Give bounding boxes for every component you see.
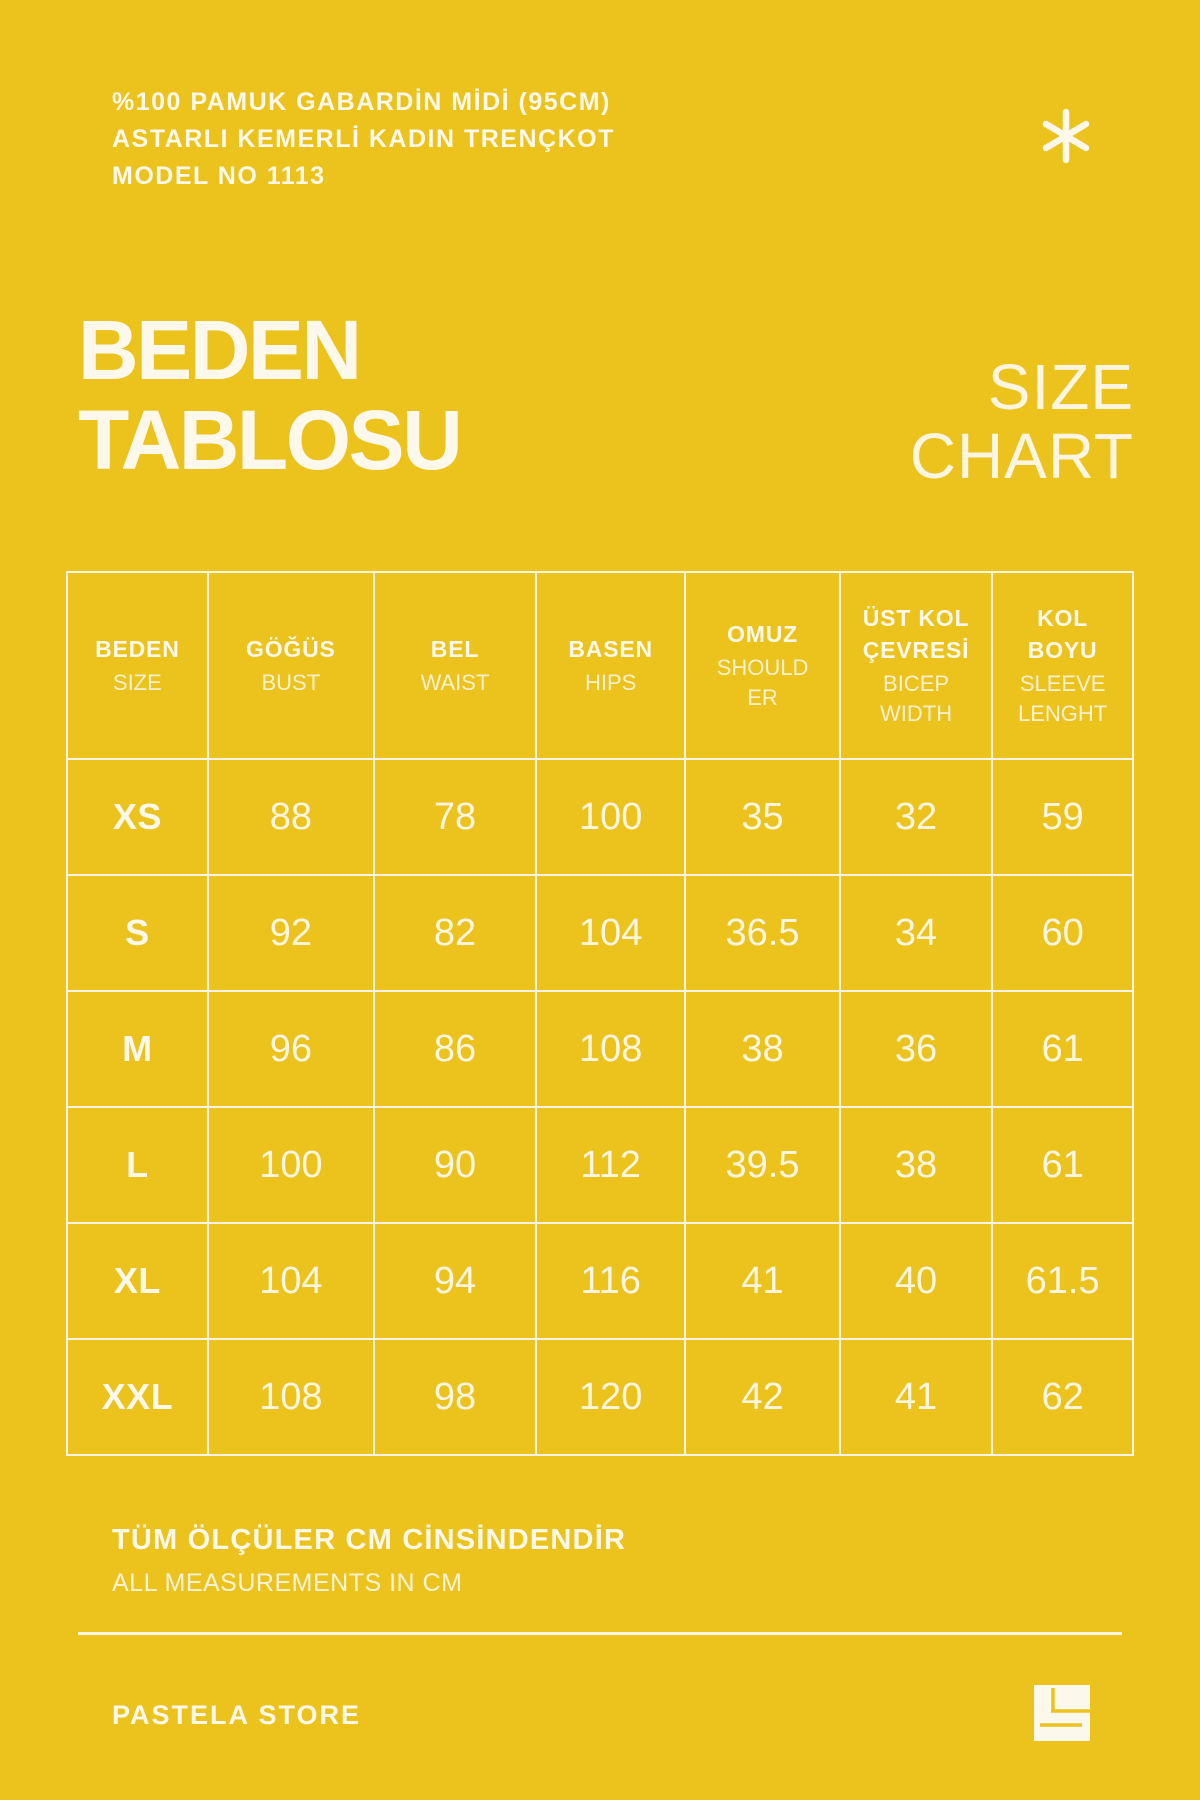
measurement-cell: 34 [838, 874, 994, 992]
column-header-basen: BASEN HIPS [535, 571, 687, 760]
title-line-2: TABLOSU [78, 393, 463, 487]
measurement-cell: 94 [372, 1222, 538, 1340]
title-row: BEDEN TABLOSU SIZE CHART [66, 305, 1134, 491]
measurement-cell: 36.5 [684, 874, 841, 992]
top-header: %100 PAMUK GABARDİN MİDİ (95CM) ASTARLI … [66, 0, 1134, 195]
measurement-cell: 41 [838, 1338, 994, 1456]
size-row-xxl: XXL 108 98 120 42 41 62 [66, 1338, 1134, 1456]
product-line-2: ASTARLI KEMERLİ KADIN TRENÇKOT [112, 125, 615, 153]
measurement-cell: 88 [206, 758, 375, 876]
size-row-s: S 92 82 104 36.5 34 60 [66, 874, 1134, 992]
measurement-cell: 32 [838, 758, 994, 876]
product-line-3: MODEL NO 1113 [112, 162, 326, 190]
size-label: XXL [66, 1338, 209, 1456]
measurement-cell: 108 [535, 990, 687, 1108]
size-label: M [66, 990, 209, 1108]
product-info: %100 PAMUK GABARDİN MİDİ (95CM) ASTARLI … [112, 84, 615, 195]
size-label: XL [66, 1222, 209, 1340]
measurement-cell: 61 [991, 990, 1134, 1108]
measurement-cell: 35 [684, 758, 841, 876]
measurement-cell: 61.5 [991, 1222, 1134, 1340]
measurement-cell: 42 [684, 1338, 841, 1456]
product-line-1: %100 PAMUK GABARDİN MİDİ (95CM) [112, 88, 611, 116]
subtitle-line-1: SIZE [987, 351, 1134, 423]
brand-row: PASTELA STORE [66, 1685, 1134, 1746]
footer-divider [78, 1632, 1122, 1635]
size-chart-subtitle: SIZE CHART [910, 353, 1134, 491]
page-title: BEDEN TABLOSU [78, 303, 463, 491]
column-header-kol-boyu: KOL BOYU SLEEVE LENGHT [991, 571, 1134, 760]
column-header-omuz: OMUZ SHOULD ER [684, 571, 841, 760]
measurement-cell: 36 [838, 990, 994, 1108]
size-table: BEDEN SIZE GÖĞÜS BUST BEL WAIST BASEN HI… [66, 571, 1134, 1456]
title-line-1: BEDEN [78, 303, 362, 397]
measurement-cell: 120 [535, 1338, 687, 1456]
size-row-l: L 100 90 112 39.5 38 61 [66, 1106, 1134, 1224]
measurement-cell: 104 [535, 874, 687, 992]
measurement-cell: 100 [535, 758, 687, 876]
units-note: TÜM ÖLÇÜLER CM CİNSİNDENDİR ALL MEASUREM… [112, 1524, 1134, 1598]
size-label: L [66, 1106, 209, 1224]
column-header-ust-kol: ÜST KOL ÇEVRESİ BICEP WIDTH [838, 571, 994, 760]
measurement-cell: 92 [206, 874, 375, 992]
measurement-cell: 38 [838, 1106, 994, 1224]
units-note-turkish: TÜM ÖLÇÜLER CM CİNSİNDENDİR [112, 1524, 627, 1556]
measurement-cell: 41 [684, 1222, 841, 1340]
measurement-cell: 38 [684, 990, 841, 1108]
measurement-cell: 82 [372, 874, 538, 992]
column-header-gogus: GÖĞÜS BUST [206, 571, 375, 760]
brand-name: PASTELA STORE [112, 1700, 362, 1730]
column-header-beden: BEDEN SIZE [66, 571, 209, 760]
size-label: S [66, 874, 209, 992]
measurement-cell: 78 [372, 758, 538, 876]
table-header-row: BEDEN SIZE GÖĞÜS BUST BEL WAIST BASEN HI… [66, 571, 1134, 760]
measurement-cell: 59 [991, 758, 1134, 876]
measurement-cell: 62 [991, 1338, 1134, 1456]
units-note-english: ALL MEASUREMENTS IN CM [112, 1569, 463, 1597]
measurement-cell: 96 [206, 990, 375, 1108]
measurement-cell: 40 [838, 1222, 994, 1340]
size-row-xs: XS 88 78 100 35 32 59 [66, 758, 1134, 876]
measurement-cell: 100 [206, 1106, 375, 1224]
measurement-cell: 86 [372, 990, 538, 1108]
subtitle-line-2: CHART [909, 420, 1134, 492]
size-label: XS [66, 758, 209, 876]
measurement-cell: 98 [372, 1338, 538, 1456]
size-row-xl: XL 104 94 116 41 40 61.5 [66, 1222, 1134, 1340]
measurement-cell: 90 [372, 1106, 538, 1224]
measurement-cell: 104 [206, 1222, 375, 1340]
measurement-cell: 61 [991, 1106, 1134, 1224]
column-header-bel: BEL WAIST [372, 571, 538, 760]
size-row-m: M 96 86 108 38 36 61 [66, 990, 1134, 1108]
measurement-cell: 112 [535, 1106, 687, 1224]
measurement-cell: 39.5 [684, 1106, 841, 1224]
measurement-cell: 116 [535, 1222, 687, 1340]
asterisk-icon [1042, 108, 1090, 169]
measurement-cell: 60 [991, 874, 1134, 992]
pastela-monogram-logo-icon [1034, 1685, 1090, 1746]
measurement-cell: 108 [206, 1338, 375, 1456]
